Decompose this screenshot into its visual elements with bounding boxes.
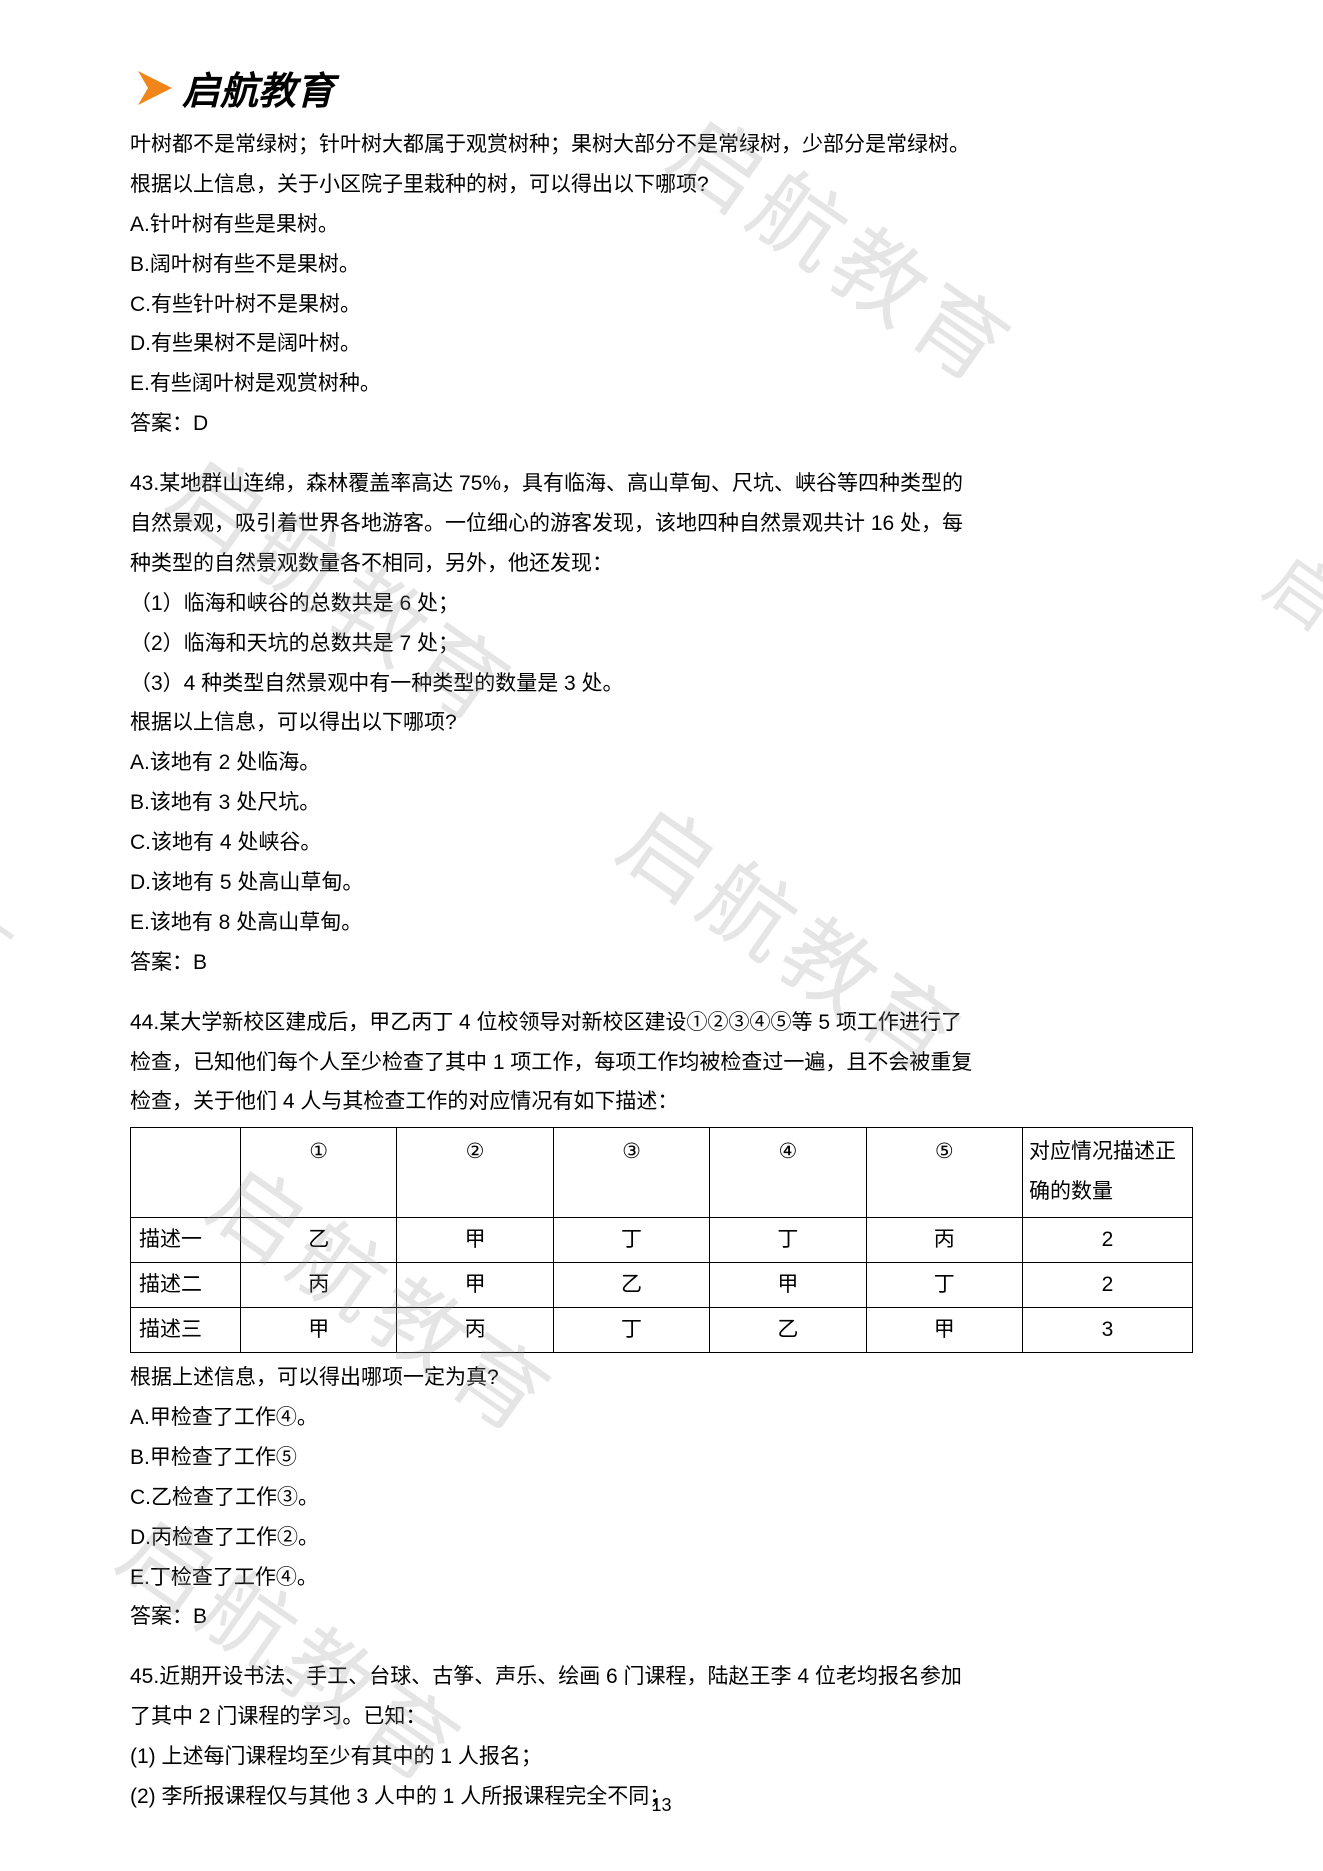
logo: 启航教育	[130, 60, 1193, 115]
question-44: 44.某大学新校区建成后，甲乙丙丁 4 位校领导对新校区建设①②③④⑤等 5 项…	[130, 1003, 1193, 1638]
table-cell: 丙	[866, 1218, 1022, 1263]
q44-question: 根据上述信息，可以得出哪项一定为真?	[130, 1358, 1193, 1398]
q43-option-d: D.该地有 5 处高山草甸。	[130, 863, 1193, 903]
q43-intro-line: 43.某地群山连绵，森林覆盖率高达 75%，具有临海、高山草甸、尺坑、峡谷等四种…	[130, 464, 1193, 504]
table-row: 描述二 丙 甲 乙 甲 丁 2	[131, 1263, 1193, 1308]
table-cell: 2	[1023, 1263, 1193, 1308]
table-cell: 甲	[397, 1263, 553, 1308]
table-cell: 丁	[553, 1308, 709, 1353]
q43-intro-line: 种类型的自然景观数量各不相同，另外，他还发现：	[130, 544, 1193, 584]
table-cell: 3	[1023, 1308, 1193, 1353]
q42-answer: 答案：D	[130, 404, 1193, 444]
q44-intro-line: 检查，关于他们 4 人与其检查工作的对应情况有如下描述：	[130, 1082, 1193, 1122]
table-row: 描述三 甲 丙 丁 乙 甲 3	[131, 1308, 1193, 1353]
table-header-cell: ②	[397, 1128, 553, 1218]
table-header-cell: ①	[241, 1128, 397, 1218]
table-header-cell: ③	[553, 1128, 709, 1218]
q43-question: 根据以上信息，可以得出以下哪项?	[130, 703, 1193, 743]
table-row: 描述一 乙 甲 丁 丁 丙 2	[131, 1218, 1193, 1263]
table-cell: 甲	[241, 1308, 397, 1353]
q43-option-c: C.该地有 4 处峡谷。	[130, 823, 1193, 863]
q42-option-c: C.有些针叶树不是果树。	[130, 285, 1193, 325]
question-45: 45.近期开设书法、手工、台球、古筝、声乐、绘画 6 门课程，陆赵王李 4 位老…	[130, 1657, 1193, 1817]
q43-option-a: A.该地有 2 处临海。	[130, 743, 1193, 783]
q43-condition-2: （2）临海和天坑的总数共是 7 处；	[130, 624, 1193, 664]
table-cell: 乙	[710, 1308, 866, 1353]
table-cell: 甲	[866, 1308, 1022, 1353]
document-content: 叶树都不是常绿树；针叶树大都属于观赏树种；果树大部分不是常绿树，少部分是常绿树。…	[130, 125, 1193, 1817]
q42-option-a: A.针叶树有些是果树。	[130, 205, 1193, 245]
question-43: 43.某地群山连绵，森林覆盖率高达 75%，具有临海、高山草甸、尺坑、峡谷等四种…	[130, 464, 1193, 983]
q43-answer: 答案：B	[130, 943, 1193, 983]
q43-option-e: E.该地有 8 处高山草甸。	[130, 903, 1193, 943]
q44-table: ① ② ③ ④ ⑤ 对应情况描述正确的数量 描述一 乙 甲 丁 丁 丙 2 描述…	[130, 1127, 1193, 1353]
q44-intro-line: 检查，已知他们每个人至少检查了其中 1 项工作，每项工作均被检查过一遍，且不会被…	[130, 1043, 1193, 1083]
table-header-cell: ④	[710, 1128, 866, 1218]
table-cell: 2	[1023, 1218, 1193, 1263]
table-cell: 丁	[553, 1218, 709, 1263]
q44-option-a: A.甲检查了工作④。	[130, 1398, 1193, 1438]
q44-answer: 答案：B	[130, 1597, 1193, 1637]
q43-intro-line: 自然景观，吸引着世界各地游客。一位细心的游客发现，该地四种自然景观共计 16 处…	[130, 504, 1193, 544]
table-cell: 丙	[397, 1308, 553, 1353]
q42-intro-line: 根据以上信息，关于小区院子里栽种的树，可以得出以下哪项?	[130, 165, 1193, 205]
q43-condition-3: （3）4 种类型自然景观中有一种类型的数量是 3 处。	[130, 664, 1193, 704]
table-cell: 描述三	[131, 1308, 241, 1353]
q43-option-b: B.该地有 3 处尺坑。	[130, 783, 1193, 823]
logo-text: 启航教育	[182, 60, 334, 115]
q44-option-b: B.甲检查了工作⑤	[130, 1438, 1193, 1478]
q44-option-c: C.乙检查了工作③。	[130, 1478, 1193, 1518]
q42-option-e: E.有些阔叶树是观赏树种。	[130, 364, 1193, 404]
q44-intro-line: 44.某大学新校区建成后，甲乙丙丁 4 位校领导对新校区建设①②③④⑤等 5 项…	[130, 1003, 1193, 1043]
table-header-cell: 对应情况描述正确的数量	[1023, 1128, 1193, 1218]
table-cell: 甲	[397, 1218, 553, 1263]
table-cell: 描述一	[131, 1218, 241, 1263]
table-header-row: ① ② ③ ④ ⑤ 对应情况描述正确的数量	[131, 1128, 1193, 1218]
watermark: 启	[1248, 527, 1323, 654]
q44-option-d: D.丙检查了工作②。	[130, 1518, 1193, 1558]
q45-intro-line: 45.近期开设书法、手工、台球、古筝、声乐、绘画 6 门课程，陆赵王李 4 位老…	[130, 1657, 1193, 1697]
table-cell: 描述二	[131, 1263, 241, 1308]
table-header-cell: ⑤	[866, 1128, 1022, 1218]
table-cell: 甲	[710, 1263, 866, 1308]
q45-condition-1: (1) 上述每门课程均至少有其中的 1 人报名；	[130, 1737, 1193, 1777]
q42-option-b: B.阔叶树有些不是果树。	[130, 245, 1193, 285]
table-cell: 乙	[241, 1218, 397, 1263]
q42-option-d: D.有些果树不是阔叶树。	[130, 324, 1193, 364]
q44-option-e: E.丁检查了工作④。	[130, 1558, 1193, 1598]
watermark: 育	[0, 865, 43, 1010]
page-number: 13	[651, 1795, 671, 1816]
q43-condition-1: （1）临海和峡谷的总数共是 6 处；	[130, 584, 1193, 624]
table-cell: 丙	[241, 1263, 397, 1308]
table-cell: 丁	[710, 1218, 866, 1263]
q42-intro-line: 叶树都不是常绿树；针叶树大都属于观赏树种；果树大部分不是常绿树，少部分是常绿树。	[130, 125, 1193, 165]
table-cell: 丁	[866, 1263, 1022, 1308]
table-cell: 乙	[553, 1263, 709, 1308]
table-header-cell	[131, 1128, 241, 1218]
q45-intro-line: 了其中 2 门课程的学习。已知：	[130, 1697, 1193, 1737]
question-42-partial: 叶树都不是常绿树；针叶树大都属于观赏树种；果树大部分不是常绿树，少部分是常绿树。…	[130, 125, 1193, 444]
logo-arrow-icon	[130, 63, 180, 113]
